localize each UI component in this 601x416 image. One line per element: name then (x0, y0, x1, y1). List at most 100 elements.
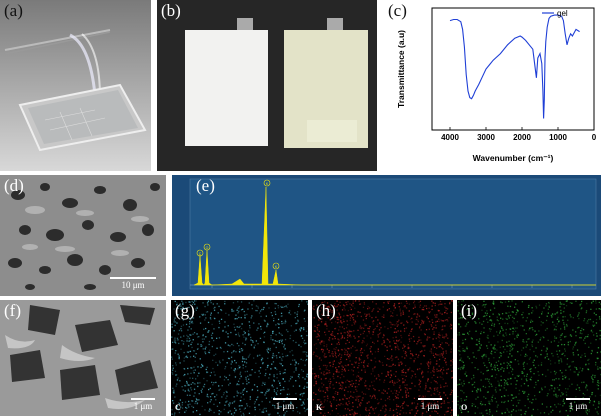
map-speck (233, 310, 235, 312)
map-speck (184, 411, 186, 413)
map-speck (556, 318, 559, 320)
map-speck (583, 318, 586, 320)
map-speck (407, 395, 410, 397)
map-speck (213, 309, 216, 311)
map-speck (322, 409, 324, 411)
map-speck (357, 396, 359, 398)
map-speck (457, 310, 459, 312)
map-speck (193, 350, 196, 352)
map-speck (494, 369, 497, 371)
map-speck (438, 337, 441, 339)
map-speck (213, 339, 215, 342)
map-speck (433, 344, 435, 346)
map-speck (488, 402, 490, 404)
map-speck (428, 403, 430, 405)
map-speck (289, 313, 292, 316)
map-speck (178, 357, 180, 359)
map-speck (434, 356, 436, 358)
map-speck (276, 340, 279, 343)
map-speck (526, 355, 528, 357)
map-speck (574, 342, 577, 344)
map-speck (196, 333, 198, 335)
map-speck (526, 380, 528, 382)
map-speck (256, 355, 259, 357)
map-speck (503, 351, 505, 353)
map-speck (188, 406, 190, 408)
map-speck (232, 310, 234, 312)
map-speck (333, 398, 335, 401)
map-speck (364, 382, 366, 384)
map-speck (238, 345, 240, 347)
map-speck (395, 408, 398, 410)
map-speck (215, 381, 217, 384)
map-speck (176, 379, 179, 381)
map-speck (345, 402, 347, 404)
map-speck (243, 414, 245, 416)
map-speck (240, 375, 242, 378)
map-speck (316, 304, 318, 306)
map-speck (254, 344, 256, 346)
map-speck (552, 321, 554, 323)
map-speck (421, 319, 423, 321)
map-speck (369, 385, 371, 387)
map-speck (366, 365, 369, 367)
map-speck (319, 357, 321, 359)
map-speck (465, 399, 467, 401)
map-speck (247, 334, 250, 336)
map-speck (421, 370, 423, 372)
map-speck (446, 342, 448, 344)
map-speck (320, 390, 322, 392)
map-speck (325, 308, 327, 310)
map-speck (525, 320, 527, 322)
map-speck (346, 354, 348, 356)
map-speck (596, 384, 598, 386)
map-speck (174, 370, 177, 372)
map-speck (473, 376, 475, 379)
map-speck (346, 339, 348, 341)
map-speck (326, 314, 328, 316)
map-speck (179, 303, 181, 305)
map-speck (569, 334, 571, 337)
map-speck (372, 384, 374, 387)
map-speck (302, 376, 304, 379)
map-speck (303, 341, 305, 343)
map-speck (392, 363, 394, 365)
map-speck (335, 327, 337, 329)
map-speck (384, 326, 386, 328)
map-speck (498, 314, 501, 316)
map-speck (277, 305, 279, 307)
map-speck (218, 337, 221, 339)
map-speck (347, 332, 349, 334)
map-speck (457, 334, 459, 336)
map-speck (392, 392, 394, 394)
map-speck (598, 401, 600, 403)
map-speck (583, 320, 585, 322)
map-speck (433, 392, 435, 395)
map-speck (429, 358, 431, 361)
map-speck (489, 319, 491, 321)
map-speck (243, 358, 245, 360)
map-speck (447, 337, 449, 339)
map-speck (508, 328, 511, 330)
map-speck (403, 346, 405, 348)
map-speck (554, 387, 556, 389)
map-speck (363, 301, 365, 304)
map-speck (511, 311, 513, 313)
map-speck (332, 384, 334, 386)
map-speck (533, 373, 535, 375)
map-speck (196, 410, 198, 412)
map-speck (301, 327, 303, 329)
map-speck (398, 391, 400, 393)
map-speck (295, 369, 297, 371)
map-speck (452, 358, 453, 361)
map-speck (227, 379, 229, 381)
map-speck (333, 348, 335, 350)
map-speck (341, 370, 343, 373)
map-speck (244, 387, 246, 390)
map-speck (321, 382, 323, 384)
map-speck (441, 398, 443, 400)
map-speck (275, 392, 277, 394)
map-speck (304, 309, 306, 311)
map-speck (493, 346, 495, 348)
map-speck (452, 390, 453, 392)
